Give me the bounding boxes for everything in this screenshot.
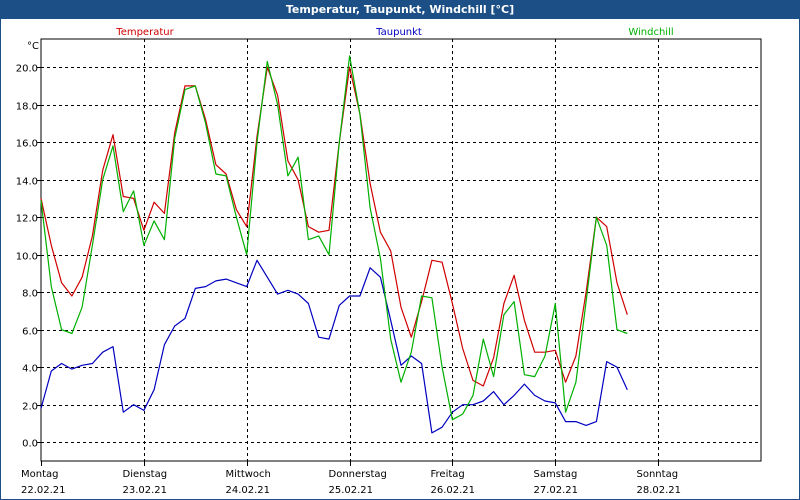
y-tick-label: 10.0	[16, 252, 38, 263]
series-line-taupunkt	[40, 259, 628, 434]
x-day-label: Donnerstag	[329, 469, 387, 480]
x-day-label: Sonntag	[637, 469, 679, 480]
plot-area	[40, 38, 762, 462]
y-tick-label: 6.0	[22, 327, 38, 338]
x-day-label: Montag	[21, 469, 58, 480]
y-tick-label: 0.0	[22, 439, 38, 450]
y-tick-label: 2.0	[22, 402, 38, 413]
y-tick-label: 18.0	[16, 102, 38, 113]
x-date-label: 22.02.21	[21, 485, 66, 496]
y-tick-label: 20.0	[16, 64, 38, 75]
chart-title: Temperatur, Taupunkt, Windchill [°C]	[1, 1, 799, 19]
x-date-label: 27.02.21	[534, 485, 579, 496]
x-day-label: Dienstag	[123, 469, 168, 480]
y-tick-label: 16.0	[16, 139, 38, 150]
x-day-label: Mittwoch	[226, 469, 271, 480]
x-date-label: 25.02.21	[329, 485, 374, 496]
x-date-label: 26.02.21	[431, 485, 476, 496]
y-tick-label: 4.0	[22, 364, 38, 375]
legend-windchill: Windchill	[628, 27, 673, 38]
x-date-label: 24.02.21	[226, 485, 271, 496]
y-tick-label: 12.0	[16, 214, 38, 225]
y-tick-label: 14.0	[16, 177, 38, 188]
y-axis-label: °C	[27, 41, 39, 52]
x-date-label: 23.02.21	[123, 485, 168, 496]
series-line-temperatur	[40, 66, 628, 387]
y-tick-label: 8.0	[22, 289, 38, 300]
x-day-label: Samstag	[534, 469, 578, 480]
x-date-label: 28.02.21	[637, 485, 682, 496]
legend-temperatur: Temperatur	[115, 27, 174, 38]
series-line-windchill	[40, 55, 628, 421]
x-day-label: Freitag	[431, 469, 465, 480]
legend-taupunkt: Taupunkt	[375, 27, 422, 38]
